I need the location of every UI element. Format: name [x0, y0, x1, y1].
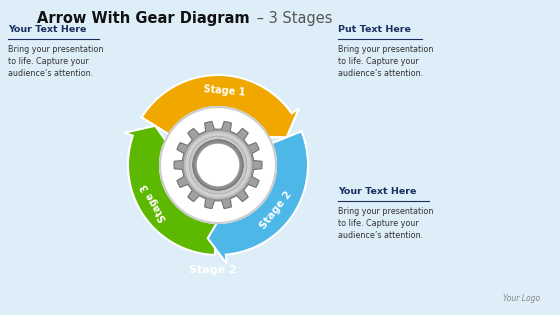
- Text: – 3 Stages: – 3 Stages: [252, 11, 333, 26]
- Circle shape: [185, 132, 251, 198]
- Text: Bring your presentation
to life. Capture your
audience’s attention.: Bring your presentation to life. Capture…: [338, 207, 433, 240]
- Text: Stage 1: Stage 1: [203, 84, 246, 98]
- Text: Your Text Here: Your Text Here: [338, 187, 417, 196]
- Text: Stage 2: Stage 2: [259, 190, 294, 232]
- Text: Your Logo: Your Logo: [503, 294, 540, 303]
- Polygon shape: [124, 126, 216, 255]
- Text: Stage 3: Stage 3: [139, 181, 169, 223]
- Text: Stage 2: Stage 2: [189, 265, 237, 275]
- Text: Bring your presentation
to life. Capture your
audience’s attention.: Bring your presentation to life. Capture…: [338, 45, 433, 78]
- Polygon shape: [174, 121, 262, 209]
- Circle shape: [195, 142, 241, 188]
- Polygon shape: [208, 131, 308, 264]
- Circle shape: [196, 143, 240, 187]
- Text: Your Text Here: Your Text Here: [8, 25, 86, 34]
- Circle shape: [183, 130, 253, 200]
- Polygon shape: [142, 75, 299, 137]
- Text: Bring your presentation
to life. Capture your
audience’s attention.: Bring your presentation to life. Capture…: [8, 45, 104, 78]
- Text: Arrow With Gear Diagram: Arrow With Gear Diagram: [38, 11, 250, 26]
- Circle shape: [193, 140, 243, 190]
- Text: Put Text Here: Put Text Here: [338, 25, 411, 34]
- Circle shape: [160, 107, 276, 223]
- Circle shape: [189, 136, 247, 194]
- Circle shape: [200, 147, 236, 183]
